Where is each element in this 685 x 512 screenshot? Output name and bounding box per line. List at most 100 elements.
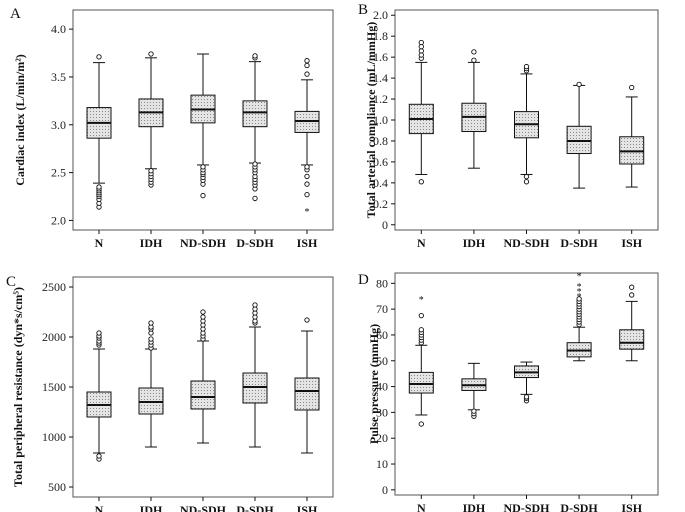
outlier-point <box>200 164 206 170</box>
box-ND-SDH: ND-SDH <box>503 63 550 250</box>
iqr-box <box>619 136 645 165</box>
iqr-box <box>242 100 268 128</box>
outlier-point <box>304 317 310 323</box>
box-IDH: IDH <box>461 49 487 250</box>
outlier-point <box>471 49 477 55</box>
x-tick-label: IDH <box>463 501 486 512</box>
panel-C: C 500 1000 1500 2000 2500 Total peripheral res… <box>6 274 334 512</box>
y-tick-label: 2.0 <box>51 213 66 227</box>
y-tick-label: 20 <box>376 431 388 445</box>
outlier-point <box>471 57 477 63</box>
y-tick-label: 0 <box>382 483 388 497</box>
y-tick-label: 40 <box>376 380 388 394</box>
outlier-point <box>252 161 258 167</box>
outlier-point <box>523 179 530 185</box>
iqr-box <box>408 371 434 394</box>
y-axis-label: Cardiac index (L/min/m²) <box>13 54 27 186</box>
x-tick-label: N <box>417 236 426 250</box>
panel-label: C <box>6 274 16 290</box>
y-tick-label: 0.4 <box>373 176 388 190</box>
outlier-point <box>200 314 206 320</box>
box-ISH: ISH <box>619 284 645 512</box>
y-tick-label: 1.2 <box>373 92 388 106</box>
box-ND-SDH: ND-SDH <box>180 309 227 512</box>
outlier-point <box>148 336 154 342</box>
box-ISH: ISH <box>294 317 320 512</box>
box-IDH: IDH <box>461 362 487 512</box>
x-tick-label: ISH <box>621 501 642 512</box>
y-tick-label: 0.6 <box>373 155 388 169</box>
y-tick-label: 500 <box>48 480 66 494</box>
box-N: N <box>86 54 112 250</box>
iqr-box <box>619 329 645 350</box>
y-tick-label: 3.5 <box>51 70 66 84</box>
y-axis-label: Total peripheral resistance (dyn*s/cm⁵) <box>11 287 25 487</box>
panel-label: A <box>10 6 21 22</box>
box-IDH: IDH <box>138 51 164 250</box>
x-tick-label: ISH <box>621 236 642 250</box>
outlier-point <box>576 296 582 302</box>
outlier-point <box>576 81 582 88</box>
x-tick-label: ND-SDH <box>180 503 227 512</box>
x-tick-label: ND-SDH <box>503 236 550 250</box>
x-tick-label: ISH <box>297 503 318 512</box>
extreme-point: * <box>577 272 582 283</box>
y-tick-label: 30 <box>376 405 388 419</box>
box-ND-SDH: ND-SDH <box>503 361 550 512</box>
box-D-SDH: D-SDH**** <box>560 272 598 512</box>
y-tick-label: 0.8 <box>373 134 388 148</box>
outlier-point <box>200 192 206 199</box>
outlier-point <box>304 181 310 187</box>
outlier-point <box>523 63 530 70</box>
x-tick-label: ISH <box>297 236 318 250</box>
extreme-point: * <box>419 295 424 306</box>
box-N: N <box>86 330 112 512</box>
outlier-point <box>418 39 424 46</box>
y-tick-label: 2.5 <box>51 166 66 180</box>
x-tick-label: IDH <box>140 236 163 250</box>
x-tick-label: N <box>417 501 426 512</box>
box-ND-SDH: ND-SDH <box>180 53 227 250</box>
y-tick-label: 2.0 <box>373 8 388 22</box>
outlier-point <box>304 191 310 198</box>
extreme-point: * <box>305 207 310 218</box>
y-axis-label: Pulse pressure (mmHg) <box>367 324 381 444</box>
y-tick-label: 50 <box>376 354 388 368</box>
iqr-box <box>294 377 320 411</box>
box-D-SDH: D-SDH <box>560 81 598 250</box>
outlier-point <box>418 52 424 58</box>
y-tick-label: 1500 <box>42 380 66 394</box>
x-tick-label: IDH <box>463 236 486 250</box>
panel-D: D 0 10 20 30 40 50 60 70 80 Pulse pressure (mmHg) N… <box>358 272 659 512</box>
outlier-point <box>418 327 424 333</box>
x-tick-label: ND-SDH <box>180 236 227 250</box>
y-tick-label: 1.0 <box>373 113 388 127</box>
box-N: N* <box>408 295 434 512</box>
outlier-point <box>418 44 424 50</box>
outlier-point <box>629 292 635 298</box>
y-tick-label: 3.0 <box>51 118 66 132</box>
outlier-point <box>304 71 310 77</box>
y-tick-label: 2500 <box>42 280 66 294</box>
y-tick-label: 2000 <box>42 330 66 344</box>
x-tick-label: ND-SDH <box>503 501 550 512</box>
outlier-point <box>252 195 258 202</box>
outlier-point <box>200 309 206 315</box>
outlier-point <box>96 184 102 190</box>
outlier-point <box>629 84 635 91</box>
outlier-point <box>471 408 477 414</box>
panel-A: A 2.0 2.5 3.0 3.5 4.0 Cardiac index (L/min/m²)… <box>10 6 334 250</box>
outlier-point <box>96 453 102 459</box>
outlier-point <box>252 53 258 59</box>
y-tick-label: 1.6 <box>373 50 388 64</box>
outlier-point <box>418 48 424 54</box>
box-ISH: ISH * <box>294 58 320 250</box>
x-tick-label: D-SDH <box>560 501 598 512</box>
x-tick-label: D-SDH <box>236 236 274 250</box>
box-N: N <box>408 39 434 250</box>
outlier-point <box>304 62 310 69</box>
y-tick-label: 60 <box>376 328 388 342</box>
outlier-point <box>304 58 310 64</box>
outlier-point <box>252 302 258 308</box>
